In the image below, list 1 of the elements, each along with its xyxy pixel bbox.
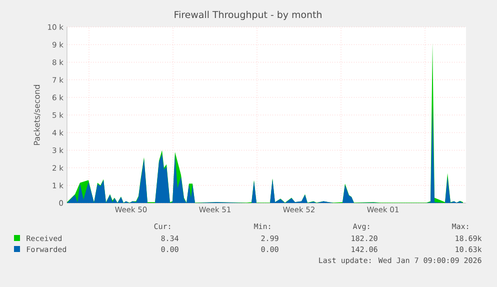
chart-title: Firewall Throughput - by month	[174, 10, 322, 20]
